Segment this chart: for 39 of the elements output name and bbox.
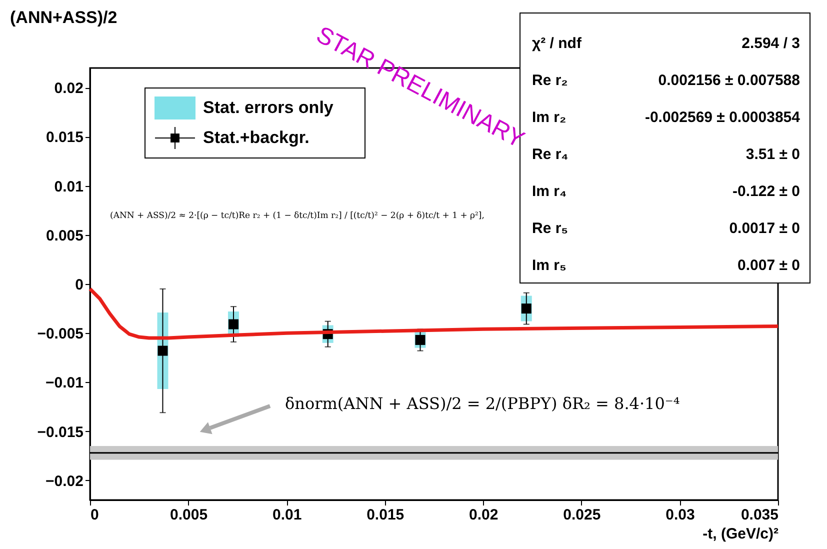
y-tick-label: −0.02: [46, 472, 84, 490]
x-axis-title: -t, (GeV/c)²: [702, 526, 778, 542]
text: 2.594 / 3: [742, 35, 800, 52]
annotation: Im r₅: [532, 257, 567, 274]
x-tick-label: 0.015: [366, 506, 404, 524]
annotation: Im r₄: [532, 183, 567, 200]
y-tick-label: 0: [75, 276, 84, 294]
x-tick-label: 0.035: [740, 506, 778, 524]
annotation: -0.002569 ± 0.0003854: [644, 109, 801, 126]
legend-label: Stat.+backgr.: [203, 128, 310, 147]
x-tick-label: 0.005: [170, 506, 208, 524]
annotation: Re r₄: [532, 146, 568, 163]
y-tick-label: −0.015: [37, 424, 84, 441]
annotation: 0.007 ± 0: [738, 257, 800, 274]
point: [158, 346, 168, 356]
annotation: Im r₂: [532, 109, 566, 126]
text: χ² / ndf: [532, 35, 582, 52]
x-tick-label: 0.01: [272, 506, 302, 524]
y-axis-title: (ANN+ASS)/2: [10, 8, 118, 27]
x-tick-label: 0.025: [563, 506, 601, 524]
x-tick-label: 0.02: [469, 506, 498, 524]
annotation: 3.51 ± 0: [746, 146, 800, 163]
annotation: (ANN + ASS)/2 ≈ 2·[(ρ − tc/t)Re r₂ + (1 − δtc/t)Im r₂] / [(tc/t)² − 2(ρ + δ)tc/t + 1 + ρ²],: [110, 211, 484, 221]
annotation: Re r₂: [532, 72, 568, 89]
y-tick-label: 0.01: [54, 178, 84, 196]
y-tick-label: −0.005: [37, 326, 84, 343]
annotation: 0.0017 ± 0: [729, 220, 800, 237]
annotation: 0.002156 ± 0.007588: [658, 72, 800, 89]
legend-label: Stat. errors only: [203, 98, 334, 117]
annotation: -0.122 ± 0: [732, 183, 800, 200]
y-tick-label: 0.02: [54, 80, 84, 98]
annotation: δnorm(ANN + ASS)/2 = 2/(PBPY) δR₂ = 8.4·10⁻⁴: [285, 394, 680, 413]
line-series: [88, 287, 780, 340]
y-tick-label: 0.015: [46, 129, 84, 146]
y-tick-label: 0.005: [46, 227, 84, 244]
x-tick-label: 0.03: [666, 506, 695, 524]
y-tick-label: −0.01: [46, 374, 84, 392]
annotation: Re r₅: [532, 220, 568, 237]
x-tick-label: 0: [90, 506, 99, 524]
